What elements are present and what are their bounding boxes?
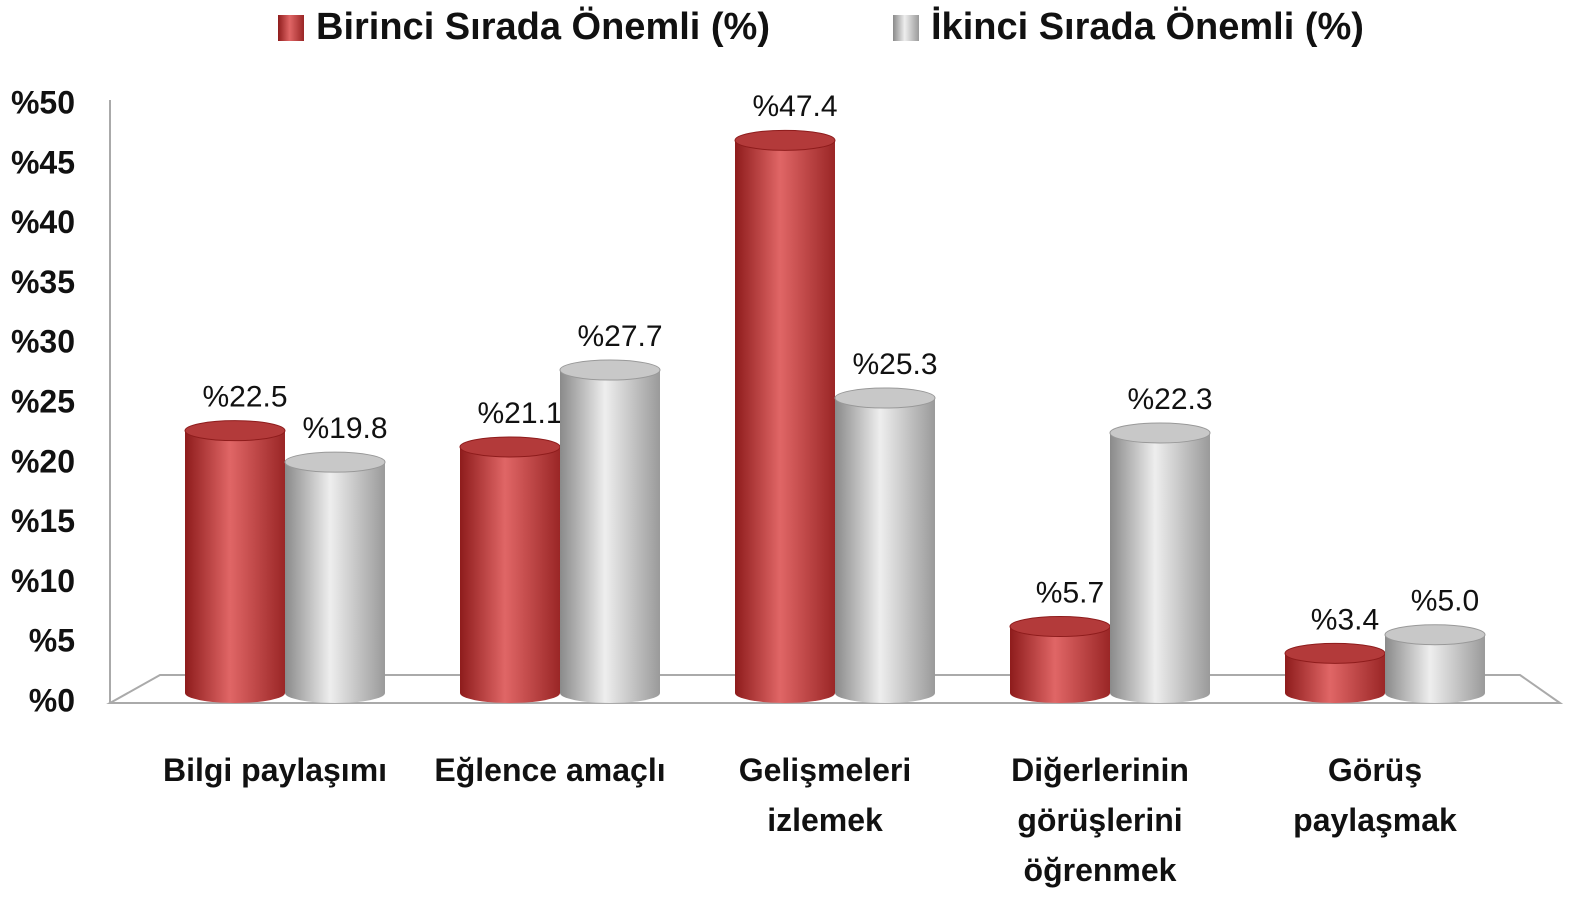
- data-label: %27.7: [577, 320, 662, 353]
- y-tick-label: %10: [11, 563, 75, 599]
- x-tick-label: Eğlence amaçlı: [434, 752, 666, 788]
- bar: [460, 446, 560, 703]
- y-tick-label: %20: [11, 443, 75, 479]
- y-tick-label: %40: [11, 204, 75, 240]
- data-label: %3.4: [1311, 603, 1379, 636]
- bar: [185, 430, 285, 703]
- y-tick-label: %5: [29, 623, 75, 659]
- y-tick-label: %50: [11, 84, 75, 120]
- x-tick-label: Görüş paylaşmak: [1293, 752, 1457, 838]
- bar-top: [184, 420, 286, 442]
- bar-top: [1109, 422, 1211, 444]
- bar-top: [1384, 624, 1486, 646]
- y-tick-label: %25: [11, 383, 75, 419]
- data-label: %5.0: [1411, 585, 1479, 618]
- y-tick-label: %35: [11, 264, 75, 300]
- data-label: %21.1: [477, 397, 562, 430]
- bar: [735, 140, 835, 703]
- legend-label: Birinci Sırada Önemli (%): [316, 5, 770, 48]
- x-tick-label: Diğerlerinin görüşlerini öğrenmek: [1011, 752, 1189, 888]
- bar-top: [1284, 642, 1386, 664]
- x-tick-label: Gelişmeleri izlemek: [738, 752, 912, 838]
- bar-top: [834, 387, 936, 409]
- data-label: %22.3: [1127, 383, 1212, 416]
- data-label: %5.7: [1036, 576, 1104, 609]
- bar: [285, 462, 385, 703]
- bar-top: [459, 436, 561, 458]
- data-label: %22.5: [202, 381, 287, 414]
- x-tick-label: Bilgi paylaşımı: [162, 752, 388, 788]
- legend-swatch: [893, 15, 919, 41]
- data-label: %47.4: [752, 90, 837, 123]
- legend-label: İkinci Sırada Önemli (%): [931, 5, 1364, 48]
- bar: [1110, 432, 1210, 703]
- bar: [1285, 653, 1385, 703]
- legend-swatch: [278, 15, 304, 41]
- y-tick-label: %45: [11, 144, 75, 180]
- bar-top: [1009, 616, 1111, 638]
- bar-top: [284, 451, 386, 473]
- bar: [560, 370, 660, 703]
- bar-top: [734, 129, 836, 151]
- bar-top: [559, 359, 661, 381]
- bar: [835, 398, 935, 703]
- data-label: %19.8: [302, 412, 387, 445]
- data-label: %25.3: [852, 348, 937, 381]
- bar: [1010, 626, 1110, 703]
- y-tick-label: %15: [11, 503, 75, 539]
- y-tick-label: %0: [29, 682, 75, 718]
- y-tick-label: %30: [11, 324, 75, 360]
- bar: [1385, 634, 1485, 703]
